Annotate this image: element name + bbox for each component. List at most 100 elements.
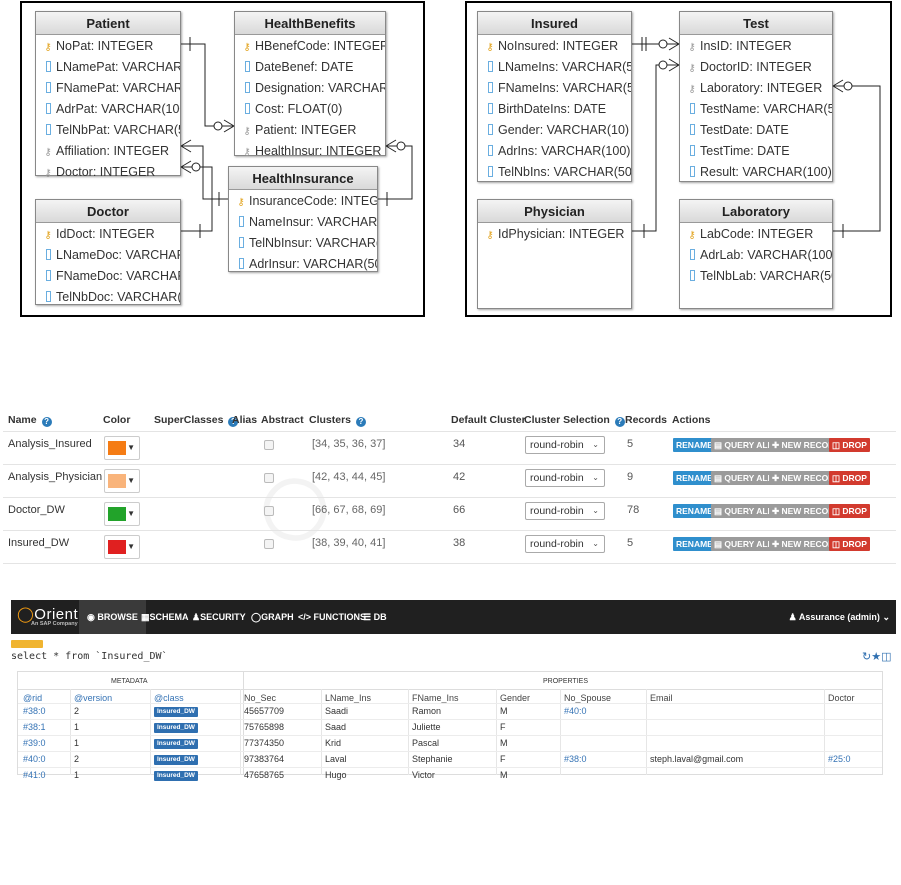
field-label: AdrInsur: VARCHAR(50) xyxy=(249,257,377,271)
star-icon[interactable]: ★ xyxy=(871,651,882,663)
new-record-button[interactable]: ✚ NEW RECORD xyxy=(769,471,844,485)
query-all-button[interactable]: ▤ QUERY ALL xyxy=(711,504,776,518)
table-field-row: DateBenef: DATE xyxy=(235,57,385,78)
grid-column-header[interactable]: @version xyxy=(74,693,113,703)
table-title: Patient xyxy=(36,12,180,35)
grid-column-header[interactable]: FName_Ins xyxy=(412,693,459,703)
abstract-checkbox[interactable] xyxy=(264,539,274,549)
class-badge[interactable]: Insured_DW xyxy=(154,755,198,765)
nav-security[interactable]: ♟SECURITY xyxy=(192,612,246,622)
primary-key-icon: ⚷ xyxy=(44,230,52,241)
grid-cell: steph.laval@gmail.com xyxy=(650,754,744,764)
table-rows: ⚷ LabCode: INTEGER AdrLab: VARCHAR(100) Tel… xyxy=(680,223,832,287)
rename-button[interactable]: RENAME xyxy=(673,537,716,551)
grid-cell[interactable]: #25:0 xyxy=(828,754,851,764)
drop-button[interactable]: ◫ DROP xyxy=(829,504,870,518)
color-swatch xyxy=(108,540,126,554)
grid-column-header[interactable]: Email xyxy=(650,693,673,703)
grid-column-header[interactable]: Gender xyxy=(500,693,531,703)
crowfoot xyxy=(180,139,192,153)
field-label: TelNbDoc: VARCHAR(50) xyxy=(56,290,180,304)
rename-button[interactable]: RENAME xyxy=(673,471,716,485)
caret-down-icon: ▼ xyxy=(127,476,135,485)
nav-graph[interactable]: ◯GRAPH xyxy=(251,612,294,622)
grid-column-header[interactable]: LName_Ins xyxy=(325,693,372,703)
rename-button[interactable]: RENAME xyxy=(673,438,716,452)
class-row: Insured_DW ▼ [38, 39, 40, 41] 38 round-r… xyxy=(3,531,896,564)
query-all-button[interactable]: ▤ QUERY ALL xyxy=(711,438,776,452)
grid-column-header[interactable]: @class xyxy=(154,693,184,703)
class-badge[interactable]: Insured_DW xyxy=(154,739,198,749)
class-badge[interactable]: Insured_DW xyxy=(154,771,198,781)
query-text[interactable]: select * from `Insured_DW` xyxy=(11,651,168,662)
abstract-checkbox[interactable] xyxy=(264,440,274,450)
record-id-link[interactable]: #38:0 xyxy=(23,706,46,716)
table-rows: ⚷ NoInsured: INTEGER LNameIns: VARCHAR(50)… xyxy=(478,35,631,183)
query-all-label: QUERY ALL xyxy=(724,473,773,483)
table-title: Physician xyxy=(478,200,631,223)
drop-button[interactable]: ◫ DROP xyxy=(829,471,870,485)
cluster-selection-select[interactable]: round-robin ⌄ xyxy=(525,436,605,454)
query-all-button[interactable]: ▤ QUERY ALL xyxy=(711,471,776,485)
help-icon[interactable]: ? xyxy=(41,417,52,427)
color-picker[interactable]: ▼ xyxy=(104,535,140,559)
class-name[interactable]: Analysis_Physician xyxy=(8,471,103,483)
grid-column-header[interactable]: No_Spouse xyxy=(564,693,612,703)
column-divider xyxy=(496,689,497,775)
new-record-button[interactable]: ✚ NEW RECORD xyxy=(769,537,844,551)
zero-mark xyxy=(843,81,853,91)
field-label: BirthDateIns: DATE xyxy=(498,102,607,116)
nav-db[interactable]: ☰ DB xyxy=(363,612,387,622)
record-id-link[interactable]: #38:1 xyxy=(23,722,46,732)
class-badge[interactable]: Insured_DW xyxy=(154,707,198,717)
cluster-selection-select[interactable]: round-robin ⌄ xyxy=(525,502,605,520)
abstract-checkbox[interactable] xyxy=(264,473,274,483)
grid-column-header[interactable]: Doctor xyxy=(828,693,855,703)
nav-schema[interactable]: ▦SCHEMA xyxy=(141,612,189,622)
grid-cell: F xyxy=(500,754,506,764)
help-icon[interactable]: ? xyxy=(355,417,366,427)
col-abstract: Abstract xyxy=(261,414,304,426)
grid-column-header[interactable]: No_Sec xyxy=(244,693,277,703)
color-picker[interactable]: ▼ xyxy=(104,502,140,526)
record-id-link[interactable]: #41:0 xyxy=(23,770,46,780)
abstract-checkbox[interactable] xyxy=(264,506,274,516)
grid-cell[interactable]: #38:0 xyxy=(564,754,587,764)
drop-button[interactable]: ◫ DROP xyxy=(829,537,870,551)
cluster-selection-select[interactable]: round-robin ⌄ xyxy=(525,469,605,487)
refresh-icon[interactable]: ↻ xyxy=(862,651,872,663)
col-name[interactable]: Name ? xyxy=(8,414,52,427)
class-name[interactable]: Insured_DW xyxy=(8,537,70,549)
class-name[interactable]: Analysis_Insured xyxy=(8,438,92,450)
grid-column-header[interactable]: @rid xyxy=(23,693,43,703)
nav-browse[interactable]: ◉ BROWSE xyxy=(79,600,146,634)
cluster-selection-select[interactable]: round-robin ⌄ xyxy=(525,535,605,553)
field-label: AdrPat: VARCHAR(100) xyxy=(56,102,180,116)
new-record-button[interactable]: ✚ NEW RECORD xyxy=(769,504,844,518)
class-badge[interactable]: Insured_DW xyxy=(154,723,198,733)
class-name[interactable]: Doctor_DW xyxy=(8,504,65,516)
record-id-link[interactable]: #40:0 xyxy=(23,754,46,764)
trash-icon[interactable]: ◫ xyxy=(881,651,892,663)
rename-button[interactable]: RENAME xyxy=(673,504,716,518)
drop-button[interactable]: ◫ DROP xyxy=(829,438,870,452)
field-label: IdPhysician: INTEGER xyxy=(498,227,625,241)
record-id-link[interactable]: #39:0 xyxy=(23,738,46,748)
grid-cell[interactable]: #40:0 xyxy=(564,706,587,716)
help-icon[interactable]: ? xyxy=(228,417,239,427)
color-picker[interactable]: ▼ xyxy=(104,436,140,460)
drop-label: DROP xyxy=(842,539,867,549)
color-picker[interactable]: ▼ xyxy=(104,469,140,493)
chevron-down-icon: ⌄ xyxy=(592,506,599,515)
user-menu[interactable]: ♟ Assurance (admin) ⌄ xyxy=(788,612,890,622)
grid-cell: 2 xyxy=(74,754,80,764)
nav-functions[interactable]: </> FUNCTIONS xyxy=(298,612,367,622)
new-record-button[interactable]: ✚ NEW RECORD xyxy=(769,438,844,452)
grid-cell: Victor xyxy=(412,770,435,780)
drop-label: DROP xyxy=(842,440,867,450)
help-icon[interactable]: ? xyxy=(614,417,625,427)
query-all-button[interactable]: ▤ QUERY ALL xyxy=(711,537,776,551)
metadata-group-header: METADATA xyxy=(111,678,148,685)
row-divider xyxy=(18,767,882,768)
primary-key-icon: ⚷ xyxy=(486,230,494,241)
